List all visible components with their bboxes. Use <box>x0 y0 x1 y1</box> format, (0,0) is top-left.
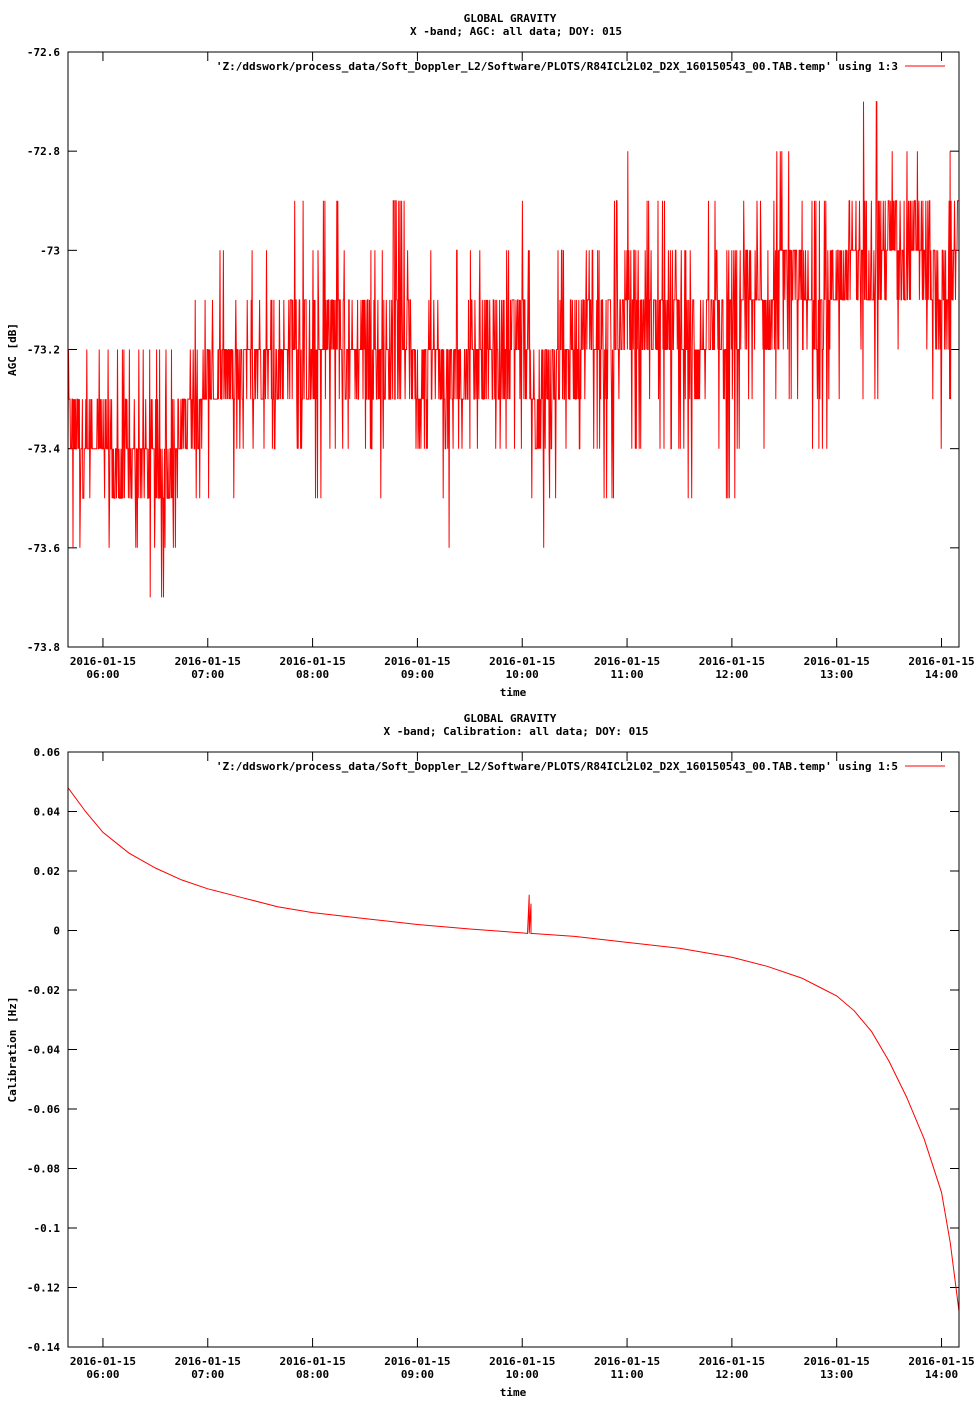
x-tick-label: 08:00 <box>296 1368 329 1381</box>
legend-label: 'Z:/ddswork/process_data/Soft_Doppler_L2… <box>216 760 898 773</box>
chart-title: GLOBAL GRAVITY <box>464 12 557 25</box>
y-tick-label: -73 <box>40 244 60 257</box>
x-tick-label: 06:00 <box>86 1368 119 1381</box>
y-tick-label: -0.04 <box>27 1044 60 1057</box>
chart-title: GLOBAL GRAVITY <box>464 712 557 725</box>
y-axis-label: Calibration [Hz] <box>6 997 19 1103</box>
y-tick-label: -72.8 <box>27 145 60 158</box>
agc-chart: GLOBAL GRAVITY X -band; AGC: all data; D… <box>0 0 980 700</box>
x-tick-label: 10:00 <box>506 668 539 681</box>
x-tick-label: 07:00 <box>191 1368 224 1381</box>
y-axis-label: AGC [dB] <box>6 323 19 376</box>
x-axis-label: time <box>500 1386 527 1399</box>
chart-subtitle: X -band; AGC: all data; DOY: 015 <box>410 25 622 38</box>
x-tick-label: 2016-01-15 <box>908 1355 974 1368</box>
y-tick-label: -73.6 <box>27 542 60 555</box>
x-tick-label: 2016-01-15 <box>70 655 136 668</box>
plot-frame <box>67 51 960 648</box>
x-tick-label: 12:00 <box>715 668 748 681</box>
agc-series-line <box>67 101 959 598</box>
x-tick-label: 2016-01-15 <box>279 655 345 668</box>
x-tick-label: 14:00 <box>925 668 958 681</box>
x-tick-label: 12:00 <box>715 1368 748 1381</box>
x-tick-label: 09:00 <box>401 1368 434 1381</box>
x-tick-label: 08:00 <box>296 668 329 681</box>
y-tick-label: -0.1 <box>34 1222 61 1235</box>
agc-chart-svg: GLOBAL GRAVITY X -band; AGC: all data; D… <box>6 12 975 699</box>
x-tick-label: 2016-01-15 <box>804 1355 870 1368</box>
x-tick-label: 2016-01-15 <box>594 655 660 668</box>
x-tick-label: 2016-01-15 <box>489 655 555 668</box>
x-tick-label: 2016-01-15 <box>279 1355 345 1368</box>
x-tick-label: 2016-01-15 <box>175 1355 241 1368</box>
x-tick-label: 2016-01-15 <box>594 1355 660 1368</box>
y-tick-label: -72.6 <box>27 46 60 59</box>
x-tick-label: 13:00 <box>820 668 853 681</box>
x-tick-label: 14:00 <box>925 1368 958 1381</box>
y-tick-label: -0.06 <box>27 1103 60 1116</box>
y-tick-label: 0.04 <box>34 806 61 819</box>
y-tick-label: -73.8 <box>27 641 60 654</box>
x-tick-label: 11:00 <box>610 1368 643 1381</box>
y-tick-label: 0 <box>53 925 60 938</box>
x-tick-label: 07:00 <box>191 668 224 681</box>
y-tick-label: -0.12 <box>27 1282 60 1295</box>
y-tick-label: 0.02 <box>34 865 61 878</box>
x-tick-label: 2016-01-15 <box>384 655 450 668</box>
x-tick-label: 2016-01-15 <box>489 1355 555 1368</box>
y-tick-label: -73.4 <box>27 443 60 456</box>
x-tick-label: 13:00 <box>820 1368 853 1381</box>
x-tick-label: 10:00 <box>506 1368 539 1381</box>
x-tick-label: 2016-01-15 <box>804 655 870 668</box>
x-tick-label: 06:00 <box>86 668 119 681</box>
calibration-chart-svg: GLOBAL GRAVITY X -band; Calibration: all… <box>6 712 975 1399</box>
x-axis-label: time <box>500 686 527 699</box>
chart-subtitle: X -band; Calibration: all data; DOY: 015 <box>384 725 649 738</box>
y-tick-label: -73.2 <box>27 344 60 357</box>
x-tick-label: 2016-01-15 <box>384 1355 450 1368</box>
y-tick-label: -0.14 <box>27 1341 60 1354</box>
y-tick-label: 0.06 <box>34 746 61 759</box>
y-tick-label: -0.02 <box>27 984 60 997</box>
x-tick-label: 11:00 <box>610 668 643 681</box>
legend-label: 'Z:/ddswork/process_data/Soft_Doppler_L2… <box>216 60 898 73</box>
x-tick-label: 2016-01-15 <box>908 655 974 668</box>
calibration-chart: GLOBAL GRAVITY X -band; Calibration: all… <box>0 700 980 1400</box>
x-tick-label: 2016-01-15 <box>175 655 241 668</box>
plot-frame <box>67 751 960 1348</box>
x-tick-label: 2016-01-15 <box>70 1355 136 1368</box>
y-tick-label: -0.08 <box>27 1163 60 1176</box>
calibration-series-line <box>67 787 960 1312</box>
x-tick-label: 2016-01-15 <box>699 1355 765 1368</box>
x-tick-label: 09:00 <box>401 668 434 681</box>
x-tick-label: 2016-01-15 <box>699 655 765 668</box>
